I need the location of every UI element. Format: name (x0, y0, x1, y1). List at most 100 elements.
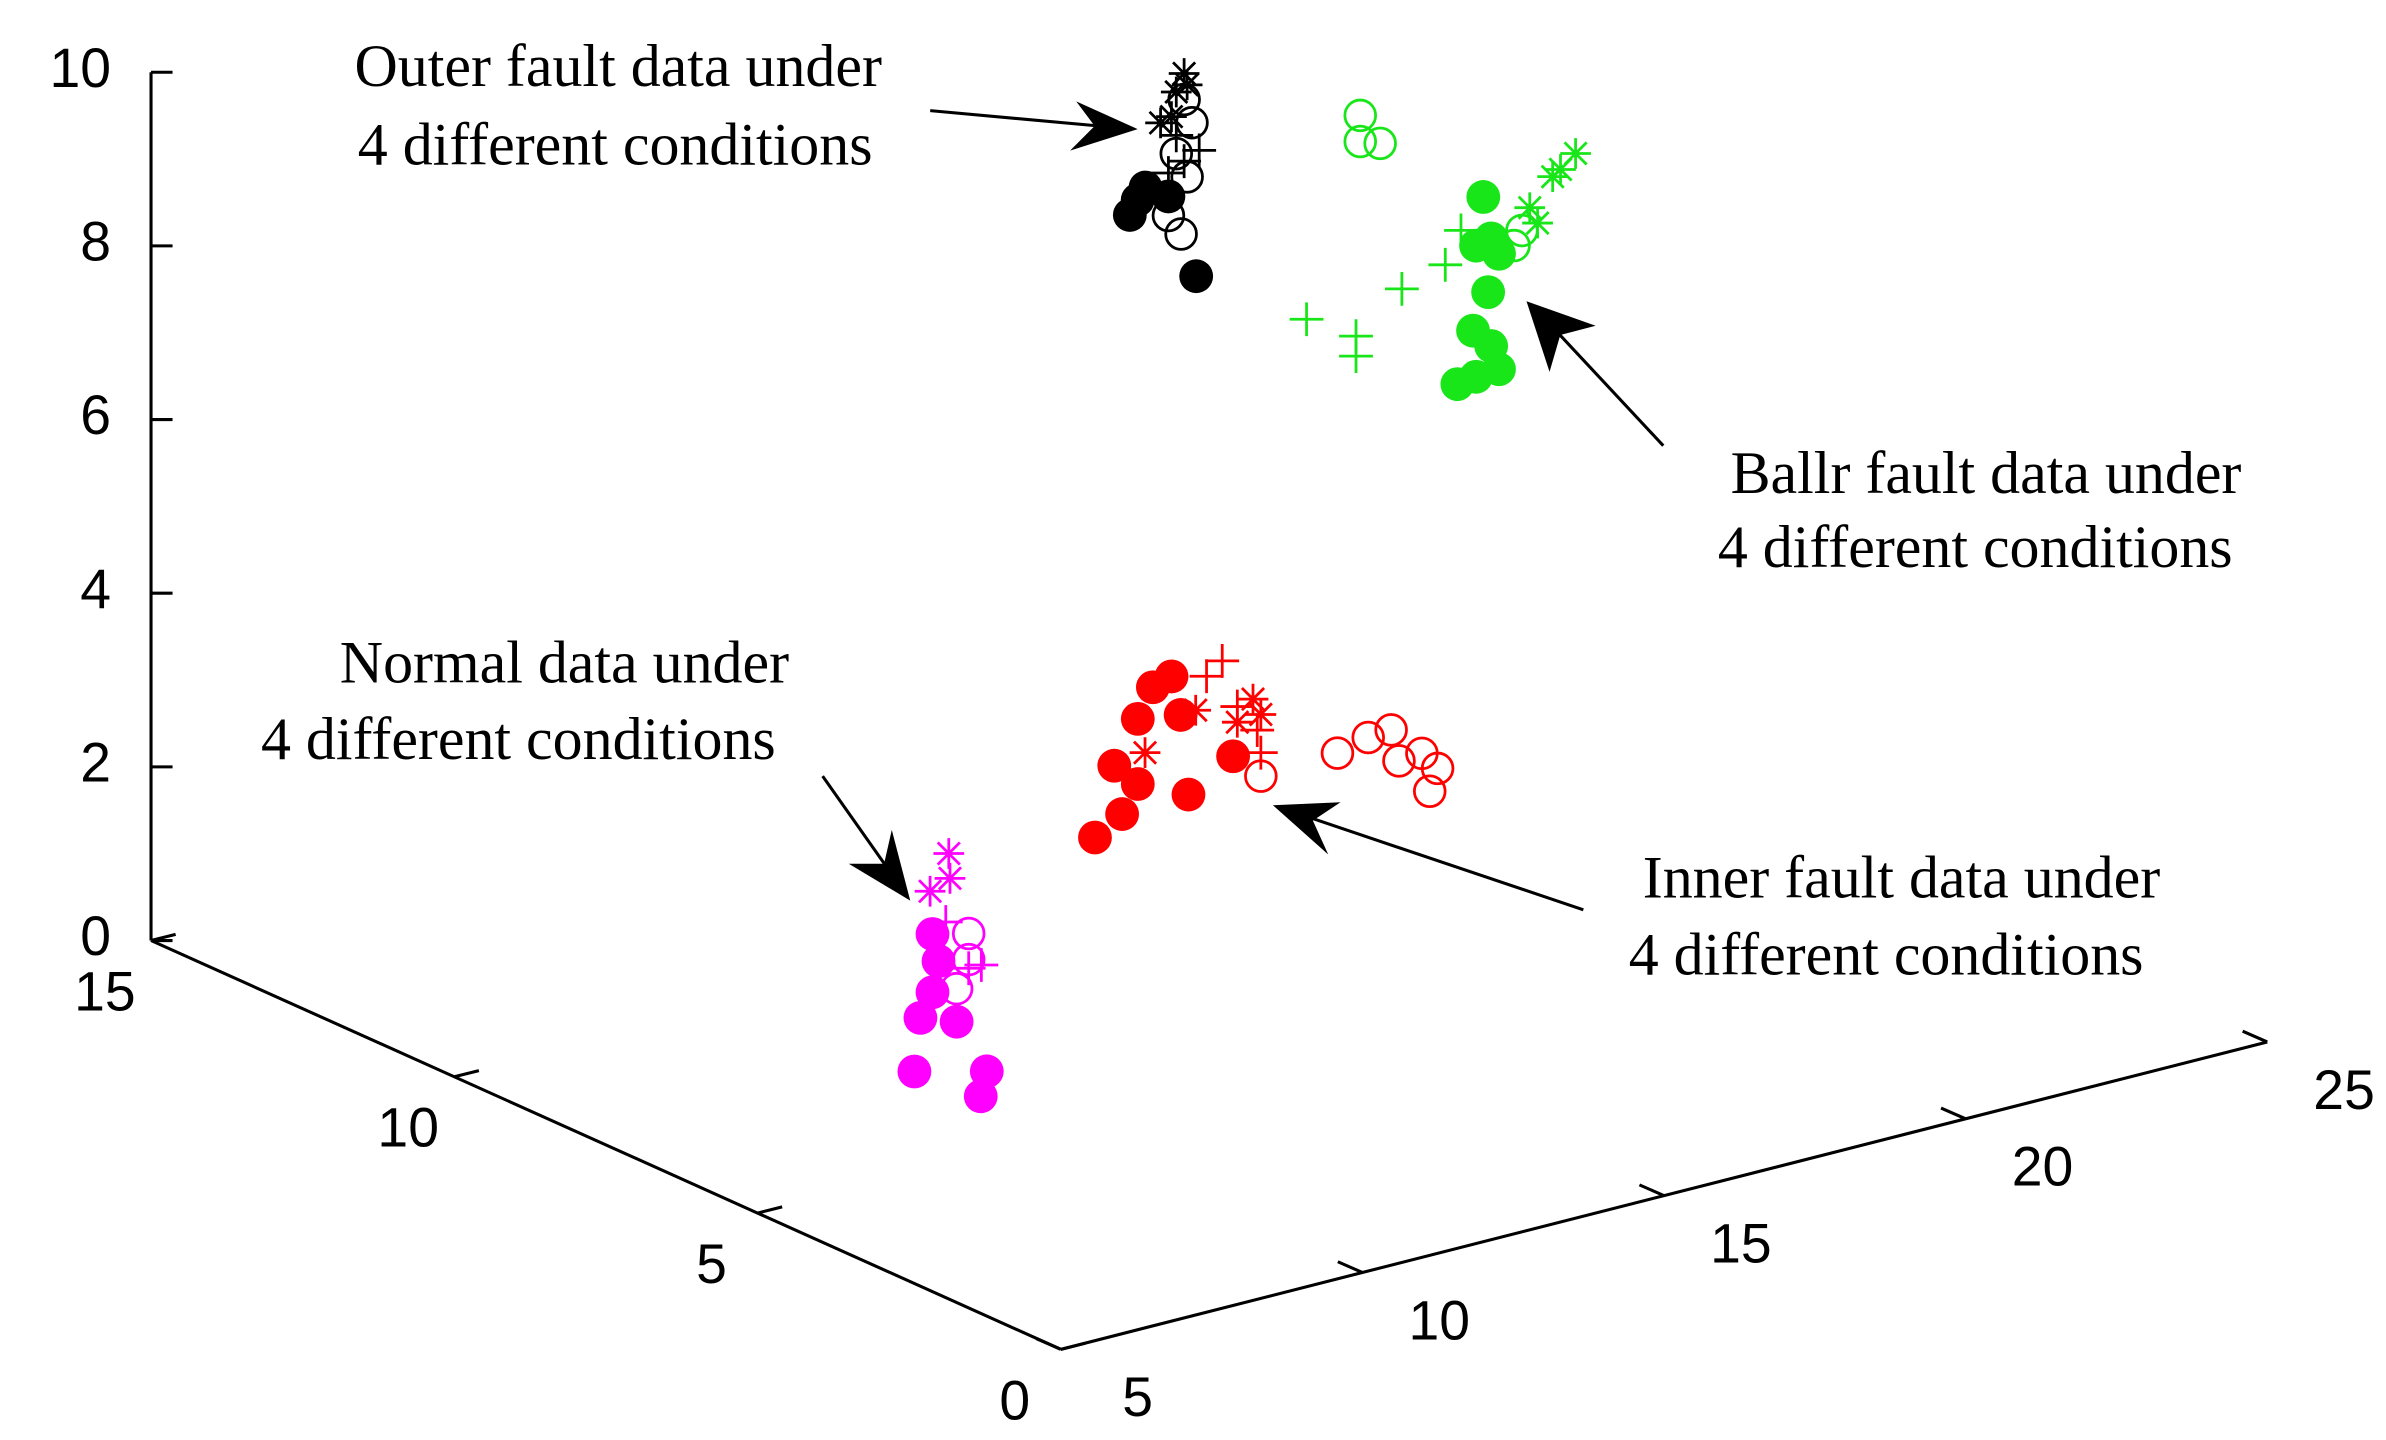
x-tick (1940, 1106, 1967, 1121)
annotation-text: Ballr fault data under (1731, 440, 2242, 506)
z-tick-label: 10 (50, 37, 112, 99)
annotation-text: 4 different conditions (261, 706, 776, 772)
point (1105, 797, 1140, 831)
point (1339, 339, 1373, 374)
annotation-arrow (1309, 816, 1584, 912)
point (1482, 236, 1516, 271)
point (1351, 720, 1385, 755)
point (1412, 774, 1447, 809)
annotation-text: Outer fault data under (355, 33, 882, 99)
point (964, 948, 999, 982)
point (1363, 126, 1397, 161)
point (963, 1079, 998, 1114)
annotations: Outer fault data under 4 different condi… (261, 33, 2241, 987)
x-tick-label: 25 (2313, 1059, 2375, 1121)
point (1156, 101, 1187, 133)
point (1097, 748, 1132, 783)
axes: 0 2 4 6 8 10 0 5 10 15 5 10 15 20 25 (50, 37, 2375, 1431)
annotation-arrowhead (1272, 802, 1341, 855)
y-tick (757, 1205, 783, 1215)
point (939, 971, 974, 1006)
y-tick-label: 10 (377, 1097, 439, 1159)
point (1221, 706, 1253, 738)
point (1151, 179, 1186, 214)
y-tick-label: 0 (999, 1369, 1030, 1431)
x-tick-label: 20 (2012, 1136, 2074, 1198)
point (934, 862, 966, 894)
point (915, 917, 950, 951)
x-tick-label: 15 (1710, 1213, 1772, 1275)
z-tick-label: 2 (80, 731, 111, 793)
point (1522, 207, 1553, 239)
point (1179, 259, 1214, 294)
y-tick-label: 15 (74, 960, 136, 1022)
z-tick-label: 6 (80, 384, 111, 446)
annotation-text: 4 different conditions (1629, 921, 2144, 987)
point (897, 1054, 932, 1089)
annotation-arrow (1554, 329, 1665, 447)
point (1163, 698, 1198, 732)
y-tick (150, 932, 176, 943)
x-tick (1035, 1337, 1062, 1351)
point (1120, 183, 1155, 217)
point (1420, 751, 1455, 786)
point (1382, 744, 1416, 778)
y-tick (453, 1069, 480, 1079)
point (914, 875, 946, 907)
annotation-arrowhead (848, 829, 911, 901)
point (903, 1000, 938, 1035)
point (1120, 701, 1155, 736)
point (1343, 98, 1377, 133)
point (1167, 144, 1202, 179)
point (928, 905, 963, 939)
point (1120, 767, 1155, 801)
annotation-arrow (930, 109, 1100, 128)
point (1135, 670, 1170, 705)
point (1168, 58, 1200, 89)
annotation-arrowhead (1526, 301, 1596, 372)
point (939, 1004, 974, 1039)
z-tick-label: 4 (80, 558, 111, 620)
z-tick-label: 8 (80, 211, 111, 273)
point (1245, 699, 1277, 730)
annotation-text: 4 different conditions (1718, 514, 2233, 580)
y-axis (150, 939, 1062, 1351)
point (1078, 820, 1112, 855)
point (951, 916, 986, 951)
point (1343, 124, 1377, 159)
x-tick (1638, 1183, 1665, 1198)
annotation-text: Normal data under (340, 629, 789, 695)
point (1171, 69, 1203, 101)
point (1159, 118, 1194, 153)
x-tick-label: 10 (1409, 1289, 1471, 1351)
annotation-arrow (821, 775, 890, 871)
point (1320, 736, 1355, 770)
x-tick-label: 5 (1122, 1366, 1153, 1428)
point (1164, 217, 1198, 251)
point (1545, 154, 1576, 185)
point (1189, 659, 1224, 694)
point (1171, 777, 1206, 812)
point (1514, 192, 1546, 224)
x-axis (1060, 1040, 2268, 1351)
point (1129, 737, 1161, 769)
point (1160, 76, 1192, 108)
points (897, 58, 1591, 1114)
point (1289, 302, 1324, 337)
z-tick-label: 0 (80, 905, 111, 967)
annotation-text: Inner fault data under (1643, 844, 2160, 910)
point (933, 838, 965, 869)
point (1428, 247, 1463, 282)
point (1474, 329, 1509, 363)
point (1237, 683, 1269, 715)
point (1560, 138, 1591, 169)
point (1466, 180, 1501, 214)
point (1216, 739, 1251, 774)
point (1471, 275, 1506, 310)
point (951, 951, 986, 986)
point (921, 944, 956, 979)
point (1145, 107, 1176, 139)
point (1205, 644, 1240, 678)
